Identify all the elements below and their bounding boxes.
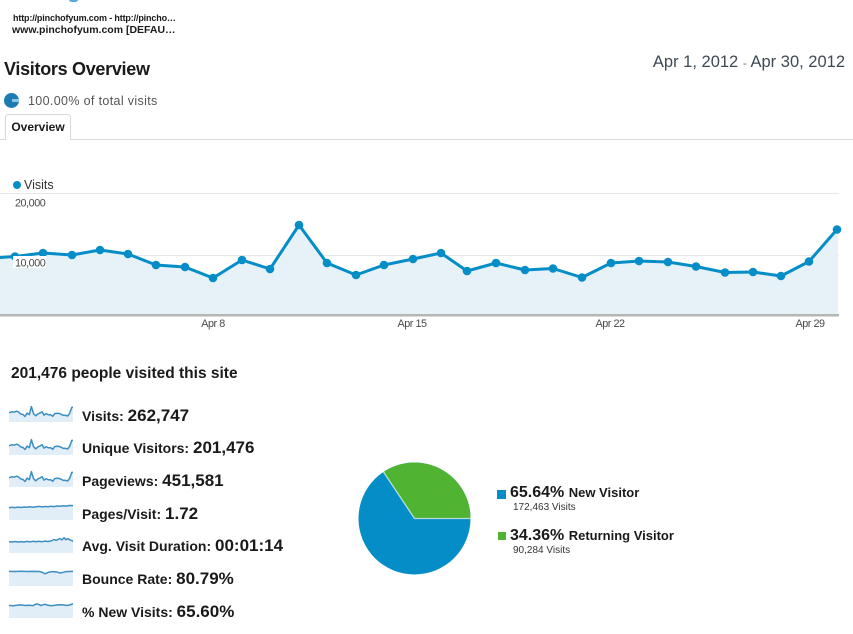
- svg-text:20,000: 20,000: [15, 198, 46, 210]
- svg-text:Apr 22: Apr 22: [595, 318, 625, 330]
- svg-text:Apr 29: Apr 29: [795, 318, 825, 330]
- svg-text:Apr 15: Apr 15: [397, 318, 427, 330]
- svg-text:Apr 8: Apr 8: [201, 318, 225, 330]
- svg-text:10,000: 10,000: [15, 258, 46, 270]
